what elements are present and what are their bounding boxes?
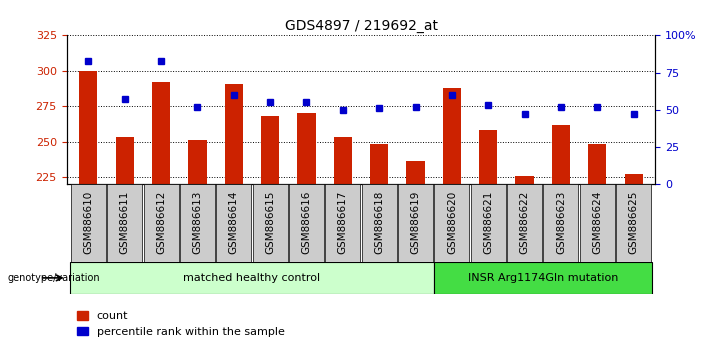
FancyBboxPatch shape [471, 184, 505, 262]
Bar [370, 144, 388, 184]
FancyBboxPatch shape [252, 184, 287, 262]
Bar [152, 82, 170, 184]
Bar [588, 144, 606, 184]
Bar [479, 130, 497, 184]
FancyBboxPatch shape [144, 184, 179, 262]
Bar [189, 140, 207, 184]
Text: GSM886615: GSM886615 [265, 190, 275, 254]
Text: GSM886611: GSM886611 [120, 190, 130, 254]
FancyBboxPatch shape [217, 184, 251, 262]
Text: INSR Arg1174Gln mutation: INSR Arg1174Gln mutation [468, 273, 618, 283]
Text: GSM886622: GSM886622 [519, 190, 529, 254]
FancyBboxPatch shape [70, 262, 434, 294]
FancyBboxPatch shape [543, 184, 578, 262]
Text: GSM886624: GSM886624 [592, 190, 602, 254]
FancyBboxPatch shape [362, 184, 397, 262]
Text: GSM886621: GSM886621 [483, 190, 494, 254]
Bar [225, 84, 243, 184]
FancyBboxPatch shape [107, 184, 142, 262]
Text: GSM886610: GSM886610 [83, 190, 93, 253]
Bar [443, 88, 461, 184]
Text: GSM886614: GSM886614 [229, 190, 239, 254]
Text: GSM886617: GSM886617 [338, 190, 348, 254]
Bar [116, 137, 134, 184]
Text: GSM886620: GSM886620 [447, 190, 457, 253]
FancyBboxPatch shape [325, 184, 360, 262]
Legend: count, percentile rank within the sample: count, percentile rank within the sample [72, 307, 289, 341]
Text: GSM886619: GSM886619 [411, 190, 421, 254]
Bar [79, 71, 97, 184]
Bar [552, 125, 570, 184]
Text: GSM886613: GSM886613 [193, 190, 203, 254]
FancyBboxPatch shape [434, 262, 652, 294]
FancyBboxPatch shape [580, 184, 615, 262]
Bar [625, 174, 643, 184]
Text: GSM886625: GSM886625 [629, 190, 639, 254]
FancyBboxPatch shape [289, 184, 324, 262]
FancyBboxPatch shape [616, 184, 651, 262]
Bar [297, 113, 315, 184]
FancyBboxPatch shape [507, 184, 542, 262]
Text: GSM886618: GSM886618 [374, 190, 384, 254]
Bar [515, 176, 533, 184]
FancyBboxPatch shape [435, 184, 470, 262]
FancyBboxPatch shape [180, 184, 215, 262]
Bar [407, 161, 425, 184]
Title: GDS4897 / 219692_at: GDS4897 / 219692_at [285, 19, 437, 33]
FancyBboxPatch shape [398, 184, 433, 262]
Bar [261, 116, 279, 184]
Text: GSM886616: GSM886616 [301, 190, 311, 254]
Bar [334, 137, 352, 184]
Text: GSM886612: GSM886612 [156, 190, 166, 254]
Text: GSM886623: GSM886623 [556, 190, 566, 254]
Text: matched healthy control: matched healthy control [184, 273, 320, 283]
FancyBboxPatch shape [71, 184, 106, 262]
Text: genotype/variation: genotype/variation [7, 273, 100, 283]
